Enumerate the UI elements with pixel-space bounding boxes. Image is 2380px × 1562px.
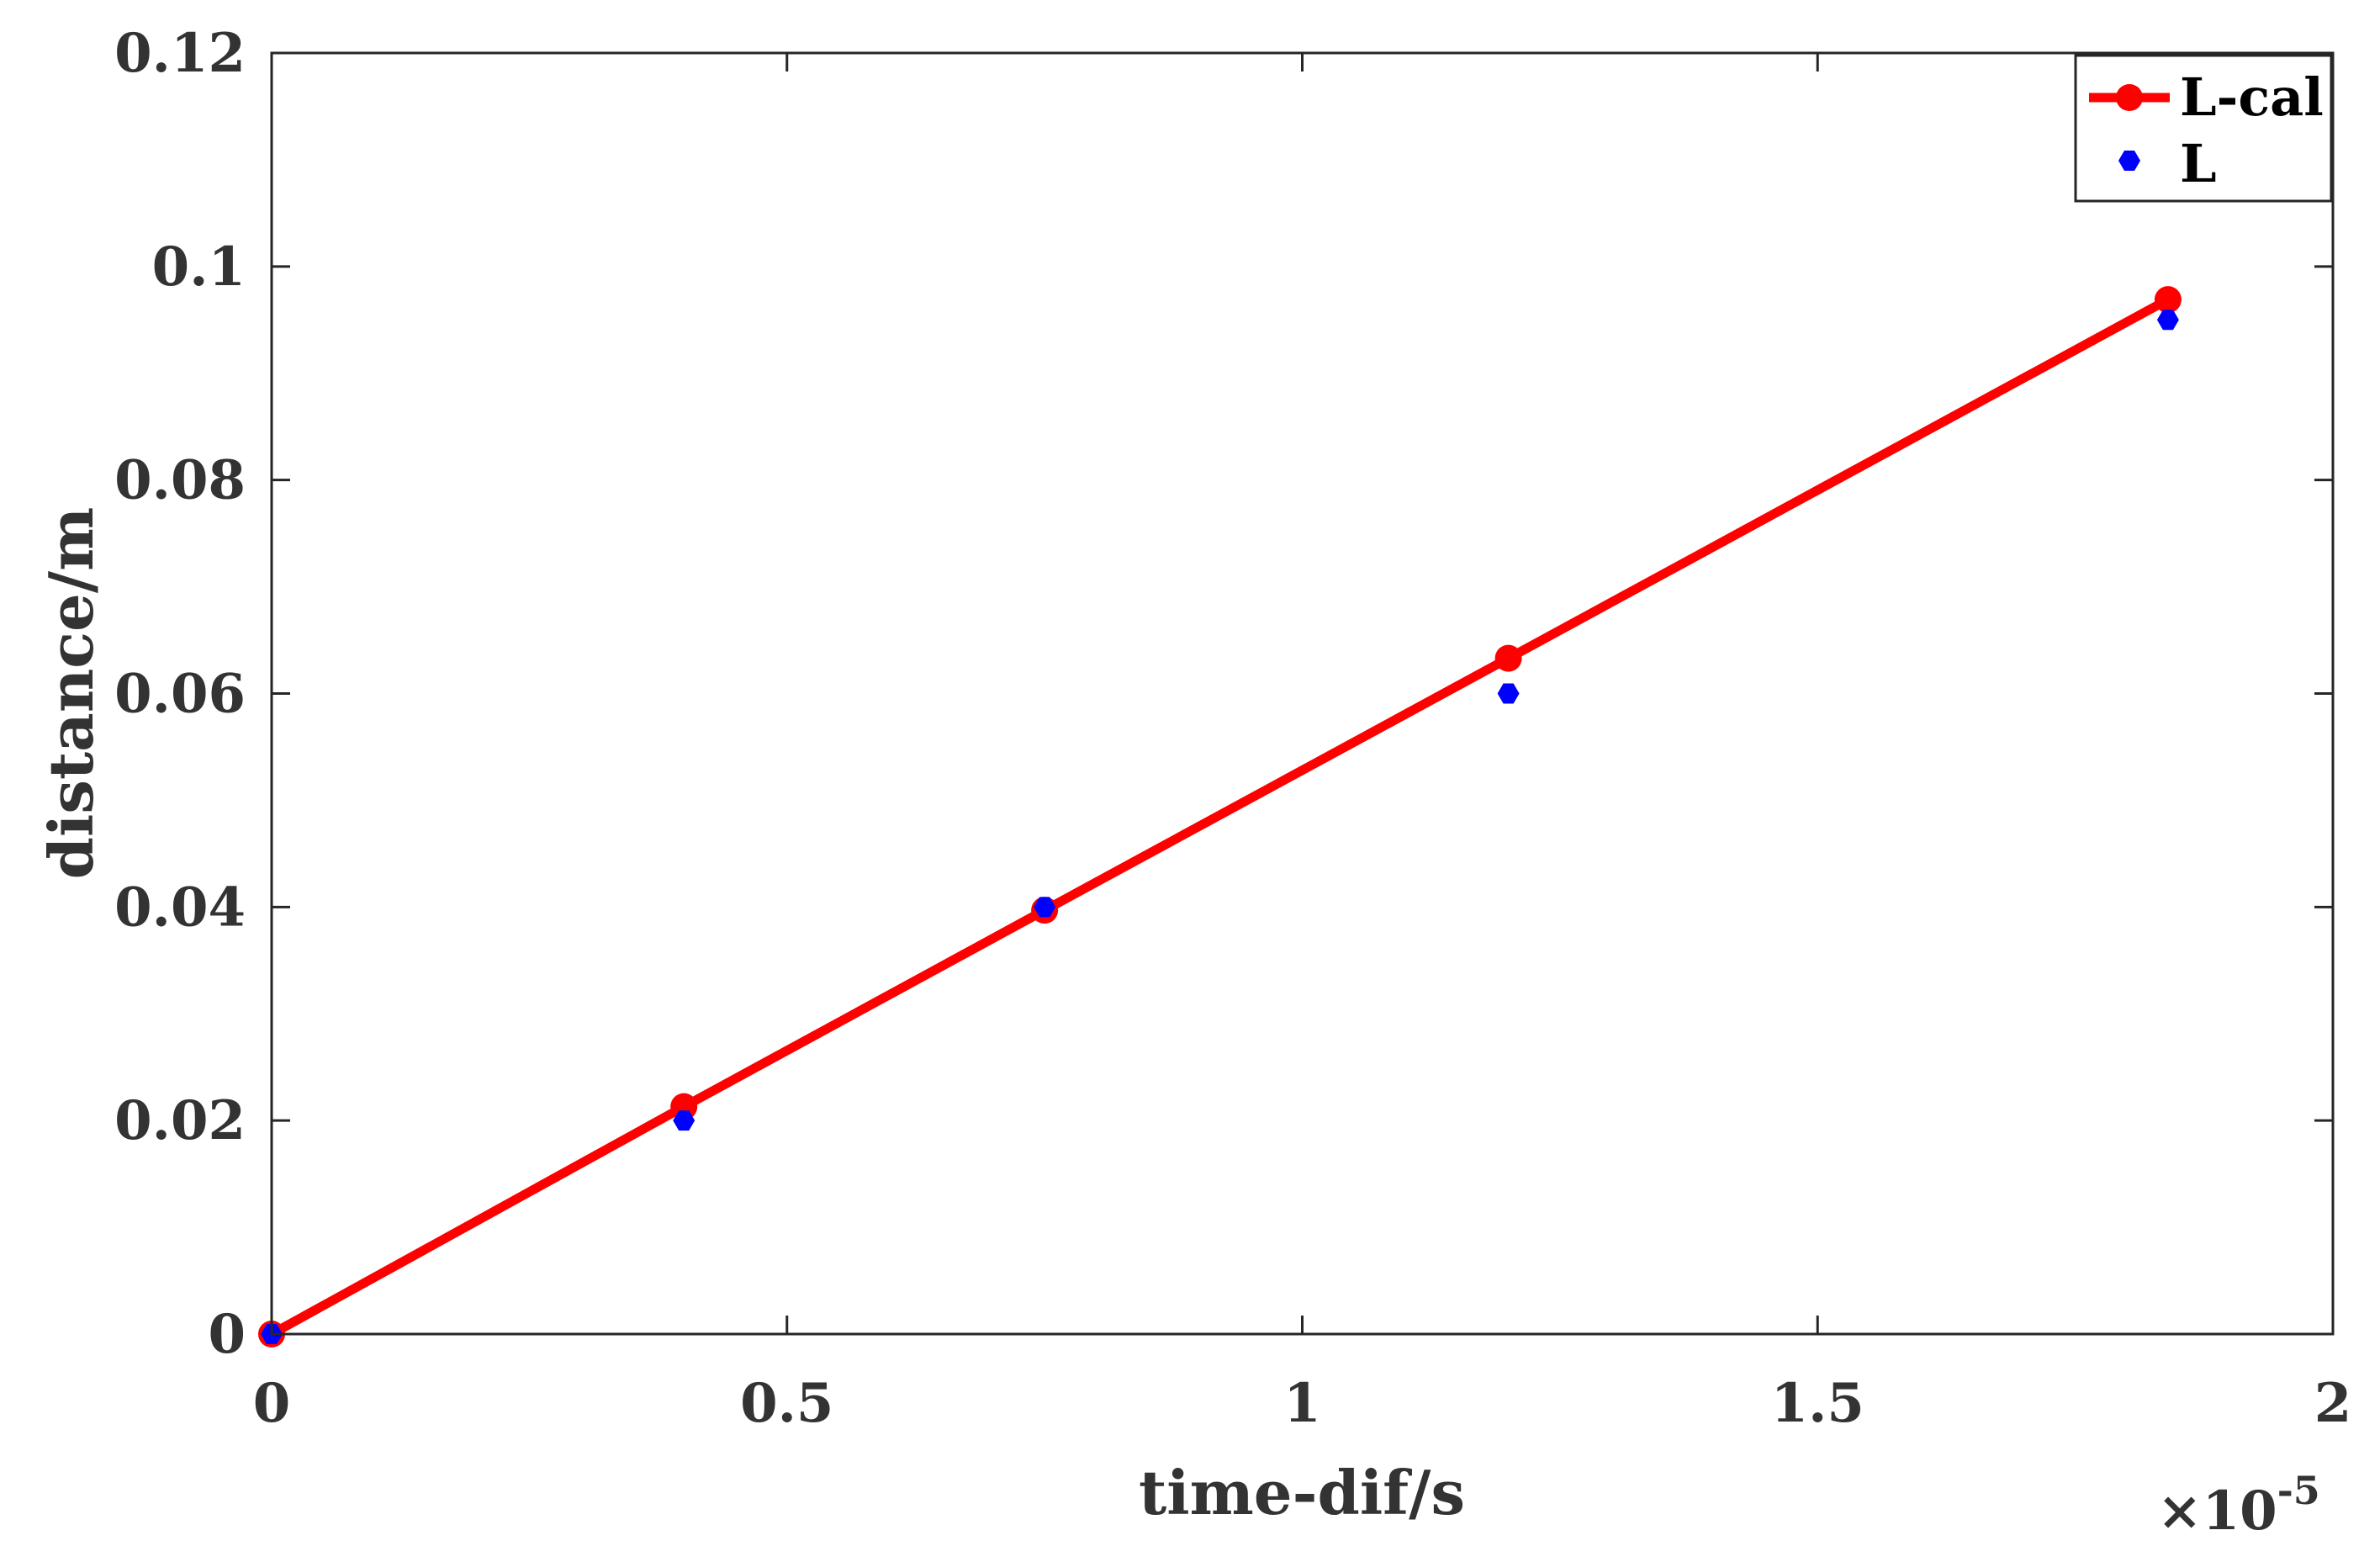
x-tick-label-3: 1.5: [1771, 1372, 1864, 1435]
point-l-cal-4: [2154, 286, 2182, 314]
plot-area: [272, 53, 2333, 1334]
legend-box: [2074, 54, 2333, 203]
y-tick-label-6: 0.12: [114, 22, 246, 85]
series-layer: [258, 286, 2182, 1348]
legend-marker-l: [2118, 151, 2140, 171]
tick-labels: 0 0.5 1 1.5 2 0 0.02 0.04 0.06 0.08 0.1 0.12: [114, 22, 2351, 1435]
point-l-1: [673, 1110, 695, 1131]
legend-label-l-cal: L-cal: [2180, 66, 2324, 128]
point-l-3: [1497, 683, 1520, 704]
y-tick-label-2: 0.04: [114, 876, 246, 939]
y-axis-label: distance/m: [35, 507, 107, 880]
x-tick-label-4: 2: [2314, 1372, 2352, 1435]
plot-frame: [270, 51, 2335, 1336]
y-tick-label-1: 0.02: [114, 1089, 246, 1152]
x-tick-label-1: 0.5: [740, 1372, 833, 1435]
y-tick-label-0: 0: [208, 1303, 246, 1366]
legend: L-cal L: [2074, 54, 2333, 203]
x-tick-label-2: 1: [1283, 1372, 1321, 1435]
x-tick-label-0: 0: [253, 1372, 291, 1435]
y-tick-label-5: 0.1: [152, 236, 246, 299]
legend-marker-l-cal: [2116, 84, 2143, 111]
y-tick-label-4: 0.08: [114, 449, 246, 512]
point-l-2: [1034, 897, 1056, 918]
point-l-cal-3: [1494, 644, 1522, 672]
y-tick-label-3: 0.06: [114, 663, 246, 726]
x-axis-multiplier-exponent: -5: [2277, 1468, 2320, 1513]
x-axis-multiplier: ×10-5: [2157, 1468, 2320, 1543]
point-l-4: [2156, 310, 2179, 331]
x-axis-multiplier-base: ×10: [2157, 1480, 2277, 1543]
x-axis-label: time-dif/s: [1139, 1457, 1465, 1528]
legend-label-l: L: [2180, 133, 2217, 194]
